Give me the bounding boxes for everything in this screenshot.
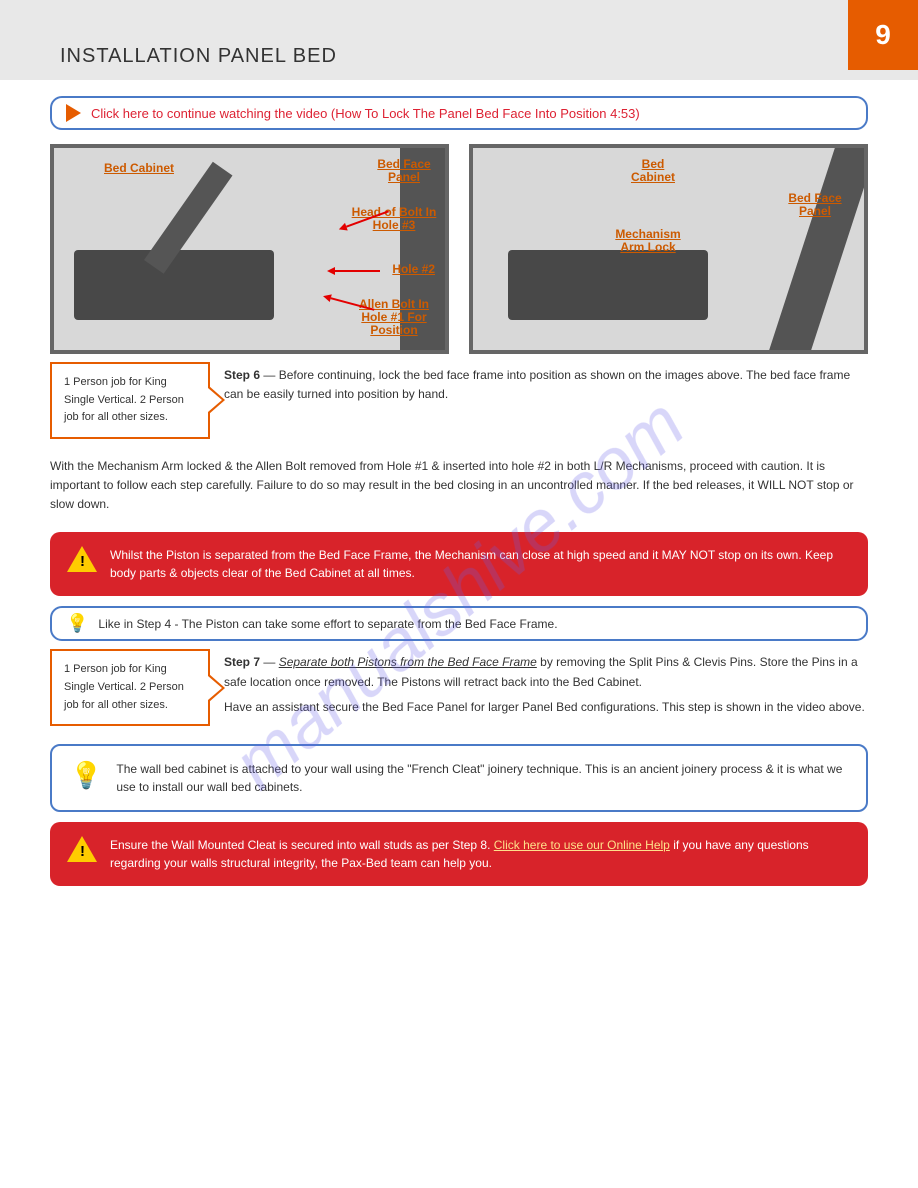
mechanism-box (508, 250, 708, 320)
warning-banner-2: ! Ensure the Wall Mounted Cleat is secur… (50, 822, 868, 886)
figure-right: Bed Cabinet Bed Face Panel Mechanism Arm… (469, 144, 868, 354)
step7-text: Step 7 — Separate both Pistons from the … (214, 649, 868, 717)
tip-bar-1: 💡 Like in Step 4 - The Piston can take s… (50, 606, 868, 641)
tip-1-text: Like in Step 4 - The Piston can take som… (98, 617, 557, 631)
tip-banner-2: 💡 The wall bed cabinet is attached to yo… (50, 744, 868, 812)
warning-icon: ! (68, 836, 96, 864)
label-bed-cabinet: Bed Cabinet (104, 162, 174, 175)
step7-row: 1 Person job for King Single Vertical. 2… (50, 649, 868, 726)
label-bed-face-panel: Bed Face Panel (369, 158, 439, 184)
page-content: Click here to continue watching the vide… (0, 80, 918, 936)
label-allen-bolt: Allen Bolt In Hole #1 For Position (349, 298, 439, 338)
header-band: INSTALLATION PANEL BED 9 (0, 0, 918, 80)
step6-row: 1 Person job for King Single Vertical. 2… (50, 362, 868, 439)
paragraph-1: With the Mechanism Arm locked & the Alle… (50, 457, 868, 515)
bed-face-rail-angled (769, 148, 868, 350)
figure-left: Bed Cabinet Bed Face Panel Head of Bolt … (50, 144, 449, 354)
step6-text: Step 6 — Before continuing, lock the bed… (214, 362, 868, 404)
bulb-icon: 💡 (70, 760, 102, 791)
personnel-tag: 1 Person job for King Single Vertical. 2… (50, 362, 210, 439)
warning-banner-1: ! Whilst the Piston is separated from th… (50, 532, 868, 596)
label-bed-face-panel: Bed Face Panel (780, 192, 850, 218)
step7-title: Separate both Pistons from the Bed Face … (279, 655, 537, 669)
label-bed-cabinet: Bed Cabinet (623, 158, 683, 184)
page-title: INSTALLATION PANEL BED (60, 45, 337, 68)
step7-label: Step 7 (224, 655, 260, 669)
video-link-bar: Click here to continue watching the vide… (50, 96, 868, 130)
warning-2-text: Ensure the Wall Mounted Cleat is secured… (110, 836, 850, 872)
tip-2-text: The wall bed cabinet is attached to your… (116, 760, 848, 796)
page-number-tab: 9 (848, 0, 918, 70)
online-help-link[interactable]: Click here to use our Online Help (494, 838, 670, 852)
mechanism-box (74, 250, 274, 320)
label-mech-lock: Mechanism Arm Lock (603, 228, 693, 254)
step6-label: Step 6 (224, 368, 260, 382)
bulb-icon: 💡 (66, 613, 88, 634)
play-icon (66, 104, 81, 122)
warning-icon: ! (68, 546, 96, 574)
warn2-pre: Ensure the Wall Mounted Cleat is secured… (110, 838, 490, 852)
figure-row: Bed Cabinet Bed Face Panel Head of Bolt … (50, 144, 868, 354)
video-link[interactable]: Click here to continue watching the vide… (91, 106, 640, 121)
warning-1-text: Whilst the Piston is separated from the … (110, 546, 850, 582)
personnel-tag: 1 Person job for King Single Vertical. 2… (50, 649, 210, 726)
step6-body: Before continuing, lock the bed face fra… (224, 368, 850, 401)
label-hole2: Hole #2 (392, 263, 435, 276)
arrow-icon (335, 270, 380, 272)
step7-p2: Have an assistant secure the Bed Face Pa… (224, 700, 865, 714)
